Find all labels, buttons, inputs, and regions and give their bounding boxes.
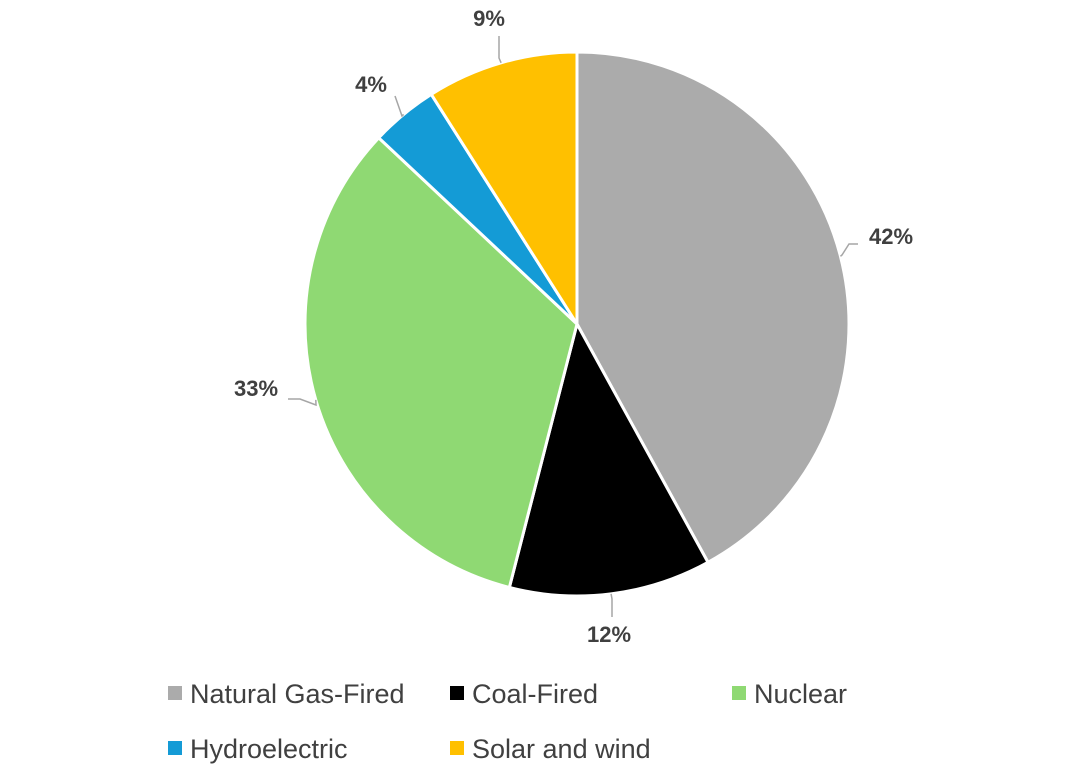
legend-label-nuclear: Nuclear xyxy=(754,679,847,709)
legend-swatch-hydroelectric xyxy=(168,741,182,755)
data-labels: 42% 12% 33% 4% 9% xyxy=(234,6,913,647)
data-label-nuclear: 33% xyxy=(234,376,278,401)
legend-swatch-natural-gas-fired xyxy=(168,686,182,700)
legend-item-natural-gas-fired: Natural Gas-Fired xyxy=(168,679,405,709)
data-label-natural-gas-fired: 42% xyxy=(869,224,913,249)
legend-swatch-nuclear xyxy=(732,686,746,700)
leader-lines xyxy=(288,36,858,617)
leader-line-coal-fired xyxy=(610,593,613,617)
leader-line-hydroelectric xyxy=(394,95,405,118)
leader-line-natural-gas-fired xyxy=(839,243,858,257)
data-label-hydroelectric: 4% xyxy=(355,72,387,97)
pie-slice-coal-fired xyxy=(507,322,710,598)
pie-slice-natural-gas-fired xyxy=(575,50,851,564)
legend-swatch-coal-fired xyxy=(450,686,464,700)
data-label-coal-fired: 12% xyxy=(587,622,631,647)
pie-slice-nuclear xyxy=(303,136,579,589)
legend-item-coal-fired: Coal-Fired xyxy=(450,679,598,709)
legend-item-solar-and-wind: Solar and wind xyxy=(450,734,651,764)
legend-label-hydroelectric: Hydroelectric xyxy=(190,734,348,764)
legend-label-coal-fired: Coal-Fired xyxy=(472,679,598,709)
pie-slices xyxy=(303,50,851,598)
legend-label-solar-and-wind: Solar and wind xyxy=(472,734,651,764)
leader-line-solar-and-wind xyxy=(498,36,502,64)
data-label-solar-and-wind: 9% xyxy=(473,6,505,31)
legend: Natural Gas-Fired Coal-Fired Nuclear Hydroe… xyxy=(168,679,847,764)
legend-item-nuclear: Nuclear xyxy=(732,679,847,709)
legend-swatch-solar-and-wind xyxy=(450,741,464,755)
legend-label-natural-gas-fired: Natural Gas-Fired xyxy=(190,679,405,709)
legend-item-hydroelectric: Hydroelectric xyxy=(168,734,348,764)
leader-line-nuclear xyxy=(288,398,317,407)
